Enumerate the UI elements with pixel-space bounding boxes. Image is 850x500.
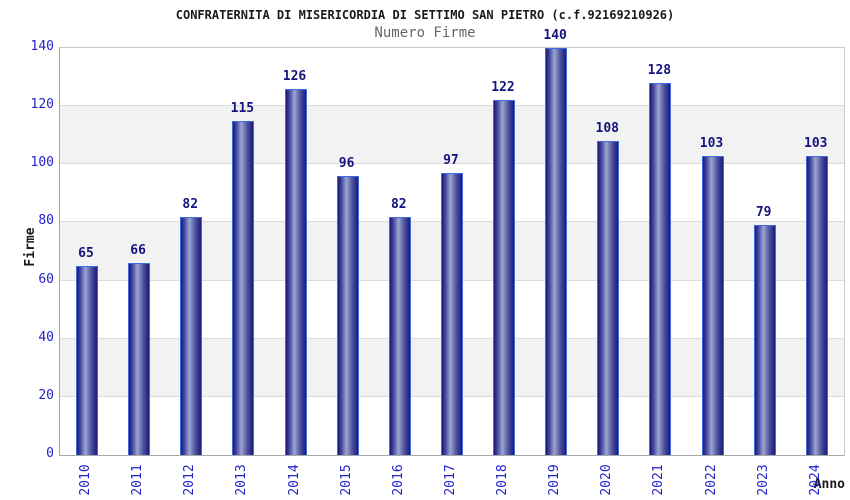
bar-value-label: 65	[78, 246, 94, 262]
bar	[805, 155, 828, 455]
bar	[388, 216, 411, 455]
bar-value-label: 115	[230, 100, 255, 116]
x-tick-label: 2012	[182, 464, 198, 496]
bar	[493, 100, 516, 455]
x-tick-label: 2024	[807, 464, 823, 496]
x-tick-label: 2021	[651, 464, 667, 496]
y-tick-label: 60	[38, 271, 54, 287]
bar-value-label: 126	[282, 68, 307, 84]
bar-value-label: 103	[804, 135, 828, 151]
y-tick-label: 20	[38, 387, 54, 403]
bar	[336, 175, 359, 455]
y-tick-label: 80	[38, 213, 54, 229]
bar-value-label: 108	[595, 121, 619, 137]
x-tick-label: 2014	[286, 464, 302, 496]
bar	[180, 216, 203, 455]
x-tick-label: 2013	[234, 464, 250, 496]
y-tick-label: 40	[38, 329, 54, 345]
bar-value-label: 97	[443, 153, 459, 168]
y-tick-label: 140	[30, 39, 54, 54]
bar-value-label: 82	[390, 196, 407, 212]
grid-band	[60, 106, 844, 165]
bar	[649, 82, 672, 455]
y-axis-title: Firme	[23, 227, 38, 267]
gridline	[60, 105, 844, 107]
x-tick-label: 2011	[130, 464, 146, 496]
x-tick-label: 2010	[78, 464, 93, 496]
x-tick-label: 2022	[703, 464, 719, 496]
x-tick-label: 2019	[547, 464, 563, 496]
gridline	[60, 163, 844, 165]
x-tick-label: 2018	[495, 464, 511, 496]
bar	[232, 120, 255, 455]
plot-area	[59, 47, 845, 456]
bar	[76, 266, 98, 455]
bar-value-label: 79	[755, 205, 772, 221]
bar	[597, 141, 620, 455]
x-tick-label: 2016	[390, 464, 406, 496]
y-tick-label: 100	[30, 155, 54, 171]
x-tick-label: 2020	[599, 464, 615, 496]
bar-value-label: 66	[130, 243, 146, 259]
bar	[753, 225, 776, 455]
bar-value-label: 96	[338, 155, 355, 171]
bar-value-label: 103	[699, 135, 724, 151]
x-tick-label: 2015	[338, 464, 354, 496]
bar	[440, 173, 463, 455]
y-tick-label: 0	[46, 446, 54, 461]
chart-subtitle: Numero Firme	[374, 25, 476, 41]
bar	[701, 155, 724, 455]
chart-title: CONFRATERNITA DI MISERICORDIA DI SETTIMO…	[175, 8, 675, 22]
x-tick-label: 2023	[755, 464, 771, 496]
bar-value-label: 122	[491, 80, 515, 96]
y-tick-label: 120	[30, 97, 54, 113]
x-tick-label: 2017	[442, 464, 458, 496]
bar-value-label: 128	[647, 62, 672, 78]
bar-value-label: 140	[543, 28, 567, 43]
bar-value-label: 82	[182, 196, 199, 212]
x-axis-title: Anno	[813, 477, 845, 492]
bar	[128, 263, 151, 455]
bar	[284, 88, 307, 455]
bar	[545, 48, 568, 455]
